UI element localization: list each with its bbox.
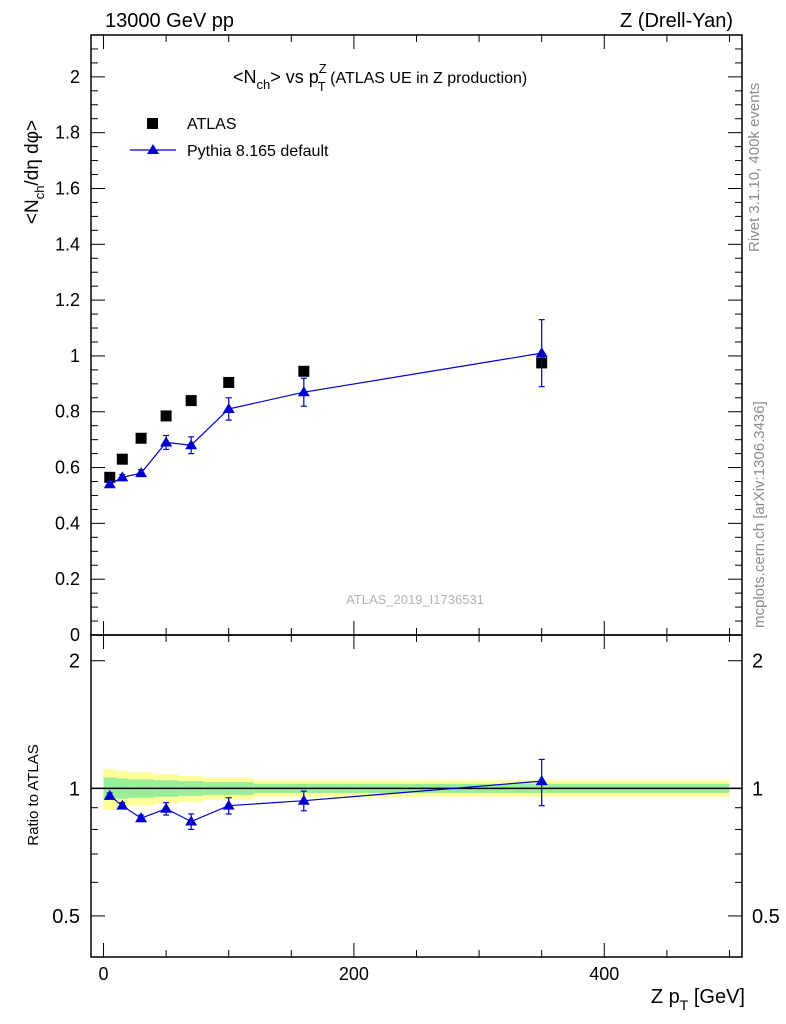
main-y-tick-label: 0.6 xyxy=(55,458,80,478)
title-main: <N xyxy=(233,67,257,87)
ratio-point xyxy=(160,802,173,813)
main-y-tick-label: 1.4 xyxy=(55,234,80,254)
pythia-point xyxy=(535,347,548,358)
main-y-tick-label: 1 xyxy=(70,346,80,366)
pythia-point xyxy=(135,467,148,478)
ratio-y-tick-label-right: 2 xyxy=(752,651,763,673)
rivet-label: Rivet 3.1.10, 400k events xyxy=(746,83,763,252)
title-pt-sub: T xyxy=(318,79,326,94)
main-y-tick-label: 2 xyxy=(70,67,80,87)
pythia-point xyxy=(297,386,310,397)
title-vs: > vs p xyxy=(270,67,319,87)
ratio-bands xyxy=(103,769,730,810)
atlas-point xyxy=(298,365,310,377)
legend-label-pythia: Pythia 8.165 default xyxy=(187,143,329,160)
ratio-point xyxy=(103,789,116,800)
pythia-point xyxy=(222,402,235,413)
main-y-tick-label: 0.2 xyxy=(55,569,80,589)
ratio-point xyxy=(135,812,148,823)
legend-marker-atlas xyxy=(147,118,158,129)
ratio-point xyxy=(116,799,129,810)
ratio-point xyxy=(297,794,310,805)
ratio-series xyxy=(103,758,548,831)
analysis-watermark: ATLAS_2019_I1736531 xyxy=(346,592,484,607)
main-y-tick-label: 0.8 xyxy=(55,402,80,422)
mcplots-label: mcplots.cern.ch [arXiv:1306.3436] xyxy=(751,401,768,628)
ratio-point xyxy=(222,799,235,810)
ratio-y-tick-label-right: 1 xyxy=(752,778,763,800)
pythia-line xyxy=(109,352,542,485)
main-series xyxy=(103,319,548,489)
xlabel-b: [GeV] xyxy=(688,986,745,1008)
ratio-y-tick-label: 0.5 xyxy=(52,906,80,928)
header-right: Z (Drell-Yan) xyxy=(620,10,733,32)
title-suffix: (ATLAS UE in Z production) xyxy=(326,70,528,87)
pythia-point xyxy=(116,471,129,482)
main-y-tick-label: 0 xyxy=(70,625,80,645)
main-y-tick-label: 1.8 xyxy=(55,123,80,143)
main-y-tick-label: 0.4 xyxy=(55,513,80,533)
x-tick-label: 200 xyxy=(339,964,369,984)
xlabel-a: Z p xyxy=(651,986,680,1008)
x-tick-label: 0 xyxy=(99,964,109,984)
x-axis-label: Z pT [GeV] xyxy=(651,986,745,1013)
legend-label-atlas: ATLAS xyxy=(187,116,237,133)
axis-ticks: 0 200 400 0 0.2 0.4 0.6 0.8 1 1.2 1.4 1.6 1.8 2 0.5 0.5… xyxy=(52,34,780,984)
atlas-point xyxy=(116,453,128,465)
title-main-sub: ch xyxy=(257,77,271,92)
xlabel-a-sub: T xyxy=(680,997,689,1013)
main-y-axis-label: <Nch/dη dφ> xyxy=(22,120,47,224)
ratio-y-tick-label: 2 xyxy=(69,651,80,673)
atlas-point xyxy=(104,471,116,483)
ratio-y-axis-label: Ratio to ATLAS xyxy=(25,744,42,845)
ratio-point xyxy=(185,815,198,826)
ratio-point xyxy=(535,775,548,786)
pythia-point xyxy=(185,439,198,450)
main-ylabel-b: /dη dφ> xyxy=(22,120,43,186)
header-left: 13000 GeV pp xyxy=(105,10,234,32)
main-ylabel-a: <N xyxy=(22,199,43,224)
atlas-point xyxy=(160,410,172,422)
plot-title: <Nch> vs pZ T (ATLAS UE in Z production) xyxy=(233,61,527,94)
legend: ATLAS Pythia 8.165 default xyxy=(130,116,329,160)
main-ylabel-a-sub: ch xyxy=(32,186,47,200)
legend-marker-pythia xyxy=(147,144,159,154)
pythia-point xyxy=(103,478,116,489)
title-pt-sup: Z xyxy=(319,61,327,76)
ratio-y-tick-label: 1 xyxy=(69,778,80,800)
atlas-point xyxy=(185,395,197,407)
main-y-tick-label: 1.2 xyxy=(55,290,80,310)
atlas-point xyxy=(223,376,235,388)
x-tick-label: 400 xyxy=(589,964,619,984)
ratio-y-tick-label-right: 0.5 xyxy=(752,906,780,928)
atlas-point xyxy=(135,432,147,444)
main-y-tick-label: 1.6 xyxy=(55,178,80,198)
pythia-point xyxy=(160,436,173,447)
